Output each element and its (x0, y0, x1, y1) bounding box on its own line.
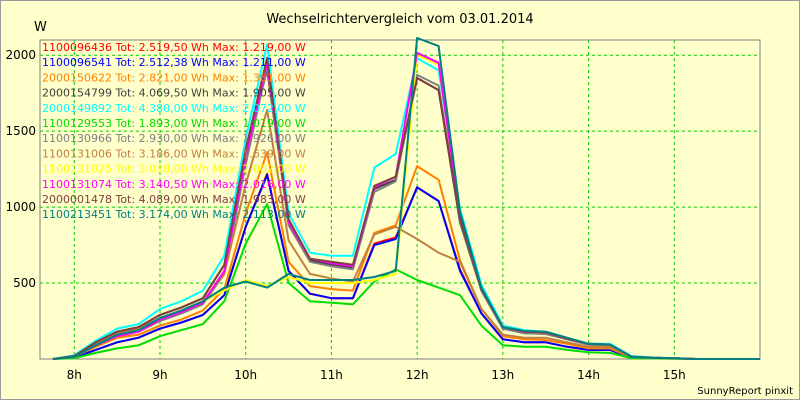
series-line-11 (52, 37, 760, 360)
x-tick-label: 14h (577, 368, 600, 382)
y-tick-label: 1500 (5, 124, 36, 138)
grid (40, 40, 760, 359)
series-line-5 (52, 203, 760, 360)
footer-credit: SunnyReport pinxit (697, 386, 793, 397)
legend-entry: 1100131074 Tot: 3.140,50 Wh Max: 2.016,0… (42, 178, 306, 191)
legend-entry: 1100131006 Tot: 3.186,00 Wh Max: 1.639,0… (42, 147, 306, 160)
legend-entry: 1100129553 Tot: 1.893,00 Wh Max: 1.019,0… (42, 117, 306, 130)
y-tick-label: 500 (13, 276, 36, 290)
x-tick-label: 8h (67, 368, 82, 382)
legend-entry: 2000150622 Tot: 2.821,00 Wh Max: 1.361,0… (42, 71, 306, 84)
chart-title: Wechselrichtervergleich vom 03.01.2014 (266, 12, 533, 27)
series-lines (52, 37, 760, 360)
x-tick-label: 10h (234, 368, 257, 382)
legend-entry: 2000154799 Tot: 4.069,50 Wh Max: 1.905,0… (42, 87, 306, 100)
y-tick-label: 1000 (5, 200, 36, 214)
x-tick-label: 11h (320, 368, 343, 382)
x-tick-label: 9h (152, 368, 167, 382)
legend-entry: 1100130966 Tot: 2.930,00 Wh Max: 1.926,0… (42, 132, 306, 145)
y-tick-label: 2000 (5, 48, 36, 62)
legend-entry: 1100096541 Tot: 2.512,38 Wh Max: 1.211,0… (42, 56, 306, 69)
legend-entry: 1100213451 Tot: 3.174,00 Wh Max: 2.113,0… (42, 208, 306, 221)
x-tick-label: 13h (491, 368, 514, 382)
x-tick-label: 12h (406, 368, 429, 382)
axes: 500 1000 1500 2000 8h 9h 10h 11h 12h 13h 14h 15h (5, 39, 761, 382)
legend: 1100096436 Tot: 2.519,50 Wh Max: 1.219,0… (42, 41, 306, 221)
plot-area (39, 39, 761, 360)
x-tick-label: 15h (663, 368, 686, 382)
legend-entry: 2000149892 Tot: 4.380,00 Wh Max: 2.072,0… (42, 102, 306, 115)
legend-entry: 2000001478 Tot: 4.089,00 Wh Max: 1.983,0… (42, 193, 306, 206)
y-axis-label: W (34, 20, 47, 35)
legend-entry: 1100096436 Tot: 2.519,50 Wh Max: 1.219,0… (42, 41, 306, 54)
legend-entry: 1100131025 Tot: 3.038,00 Wh Max: 2.002,0… (42, 163, 306, 176)
